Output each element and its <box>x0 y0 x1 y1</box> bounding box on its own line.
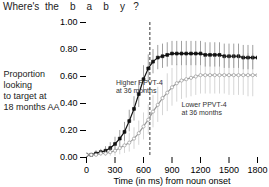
svg-text:1800: 1800 <box>247 165 267 175</box>
svg-text:0.00: 0.00 <box>60 152 78 162</box>
svg-text:Lower PPVT-4at 36 months: Lower PPVT-4at 36 months <box>182 101 227 116</box>
svg-text:Proportionlookingto target at1: Proportionlookingto target at18 months A… <box>4 69 60 113</box>
svg-text:0.40: 0.40 <box>60 98 78 108</box>
svg-text:600: 600 <box>136 165 151 175</box>
svg-text:Higher PPVT-4at 36 months: Higher PPVT-4at 36 months <box>116 79 163 94</box>
svg-text:0.80: 0.80 <box>60 44 78 54</box>
svg-text:900: 900 <box>164 165 179 175</box>
svg-text:1200: 1200 <box>190 165 210 175</box>
svg-text:1500: 1500 <box>219 165 239 175</box>
svg-text:0.20: 0.20 <box>60 125 78 135</box>
svg-text:Time (in ms) from noun onset: Time (in ms) from noun onset <box>113 176 231 186</box>
svg-text:0: 0 <box>84 165 89 175</box>
html-text:Where's the b a b y ?: Where's the b a b y ? <box>3 1 139 12</box>
svg-text:1.00: 1.00 <box>60 17 78 27</box>
svg-text:300: 300 <box>107 165 122 175</box>
svg-text:0.60: 0.60 <box>60 71 78 81</box>
